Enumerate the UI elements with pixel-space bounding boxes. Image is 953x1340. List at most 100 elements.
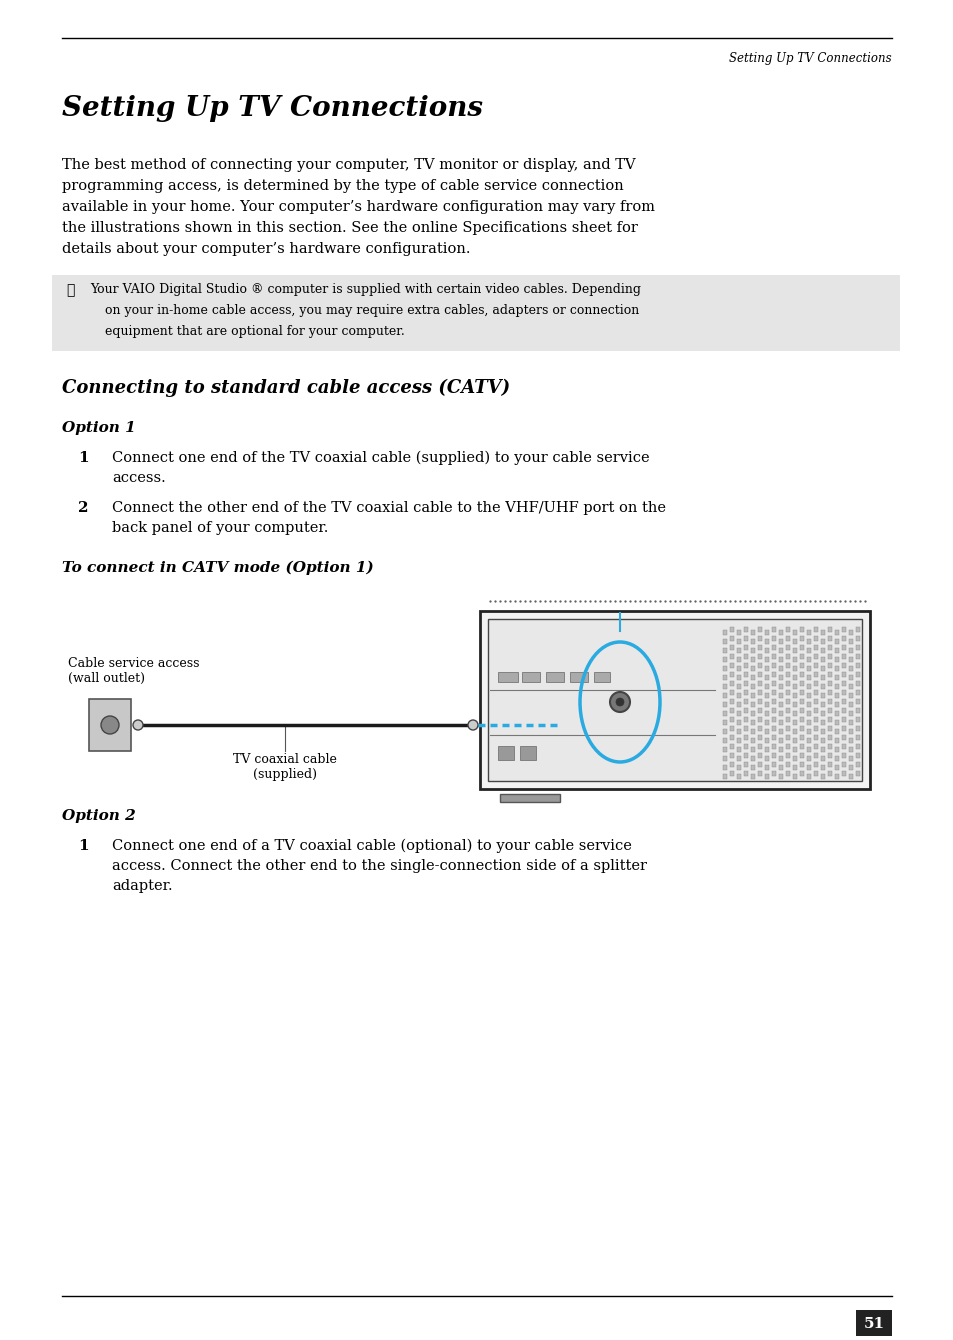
Text: Setting Up TV Connections: Setting Up TV Connections	[62, 95, 482, 122]
Bar	[821, 702, 824, 708]
Bar	[743, 753, 747, 758]
Text: access.: access.	[112, 470, 166, 485]
Bar	[834, 765, 838, 770]
Bar	[792, 746, 796, 752]
Bar	[771, 645, 775, 650]
Bar	[743, 744, 747, 749]
Bar	[743, 654, 747, 659]
Bar	[779, 729, 782, 734]
Bar	[771, 770, 775, 776]
Bar	[779, 675, 782, 679]
Bar	[764, 720, 768, 725]
Bar	[722, 765, 726, 770]
Bar	[729, 708, 733, 713]
Bar	[771, 681, 775, 686]
Text: Connect one end of a TV coaxial cable (optional) to your cable service: Connect one end of a TV coaxial cable (o…	[112, 839, 631, 854]
Bar	[785, 699, 789, 704]
Bar	[785, 654, 789, 659]
Bar	[737, 649, 740, 653]
Bar	[792, 657, 796, 662]
Bar	[750, 729, 754, 734]
Text: back panel of your computer.: back panel of your computer.	[112, 521, 328, 535]
Bar	[758, 627, 761, 632]
Bar	[488, 619, 862, 781]
Bar	[792, 666, 796, 671]
Bar	[792, 639, 796, 645]
Bar	[750, 775, 754, 779]
Bar	[813, 627, 817, 632]
Bar	[841, 744, 845, 749]
Bar	[792, 649, 796, 653]
Bar	[729, 744, 733, 749]
Bar	[792, 712, 796, 716]
Text: 51: 51	[862, 1317, 883, 1331]
Bar	[764, 649, 768, 653]
Bar	[848, 693, 852, 698]
Bar	[813, 736, 817, 740]
Bar	[594, 671, 609, 682]
Bar	[737, 720, 740, 725]
Bar	[729, 736, 733, 740]
Bar	[729, 681, 733, 686]
Bar	[800, 681, 803, 686]
Bar	[827, 699, 831, 704]
Bar	[764, 746, 768, 752]
Bar	[779, 702, 782, 708]
Bar	[722, 675, 726, 679]
Bar	[771, 690, 775, 695]
Bar	[806, 738, 810, 742]
Bar	[750, 738, 754, 742]
Bar	[743, 663, 747, 669]
Text: Setting Up TV Connections: Setting Up TV Connections	[729, 52, 891, 66]
Text: To connect in CATV mode (Option 1): To connect in CATV mode (Option 1)	[62, 561, 374, 575]
Bar	[813, 654, 817, 659]
Bar	[827, 654, 831, 659]
Bar	[779, 746, 782, 752]
Bar	[785, 636, 789, 641]
Bar	[800, 636, 803, 641]
Bar	[792, 756, 796, 761]
Bar	[737, 657, 740, 662]
Bar	[785, 663, 789, 669]
Bar	[821, 657, 824, 662]
Bar	[779, 657, 782, 662]
Bar	[569, 671, 587, 682]
Bar	[764, 675, 768, 679]
Bar	[792, 729, 796, 734]
Bar	[848, 720, 852, 725]
Bar	[750, 639, 754, 645]
Bar	[821, 683, 824, 689]
Bar	[758, 645, 761, 650]
Bar	[521, 671, 539, 682]
Bar	[89, 699, 131, 750]
Bar	[750, 630, 754, 635]
Bar	[785, 671, 789, 677]
Bar	[821, 666, 824, 671]
Bar	[827, 762, 831, 766]
Bar	[800, 671, 803, 677]
Bar	[792, 693, 796, 698]
Bar	[834, 756, 838, 761]
Bar	[821, 675, 824, 679]
Bar	[750, 765, 754, 770]
Bar	[771, 636, 775, 641]
Bar	[737, 666, 740, 671]
Bar	[800, 690, 803, 695]
Bar	[737, 746, 740, 752]
Bar	[743, 671, 747, 677]
Bar	[806, 683, 810, 689]
Bar	[855, 636, 859, 641]
Bar	[813, 726, 817, 732]
Bar	[834, 657, 838, 662]
Bar	[855, 681, 859, 686]
Bar	[800, 726, 803, 732]
Bar	[848, 746, 852, 752]
Bar	[813, 636, 817, 641]
Bar	[855, 671, 859, 677]
Bar	[792, 738, 796, 742]
Bar	[855, 770, 859, 776]
Bar	[750, 746, 754, 752]
Bar	[841, 645, 845, 650]
Text: The best method of connecting your computer, TV monitor or display, and TV: The best method of connecting your compu…	[62, 158, 635, 172]
Bar	[841, 671, 845, 677]
